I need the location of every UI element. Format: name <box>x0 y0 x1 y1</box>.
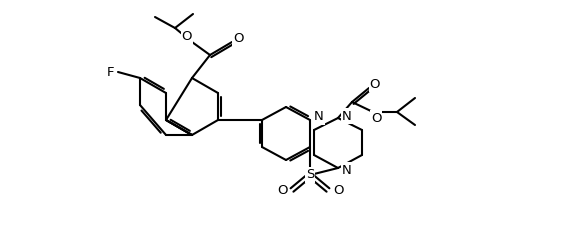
Text: O: O <box>370 78 380 90</box>
Text: O: O <box>233 33 244 46</box>
Text: O: O <box>277 183 287 197</box>
Text: S: S <box>306 169 314 181</box>
Text: N: N <box>342 164 352 176</box>
Text: F: F <box>107 66 115 79</box>
Text: N: N <box>342 110 352 122</box>
Text: O: O <box>182 30 192 44</box>
Text: N: N <box>314 110 324 123</box>
Text: O: O <box>333 183 344 197</box>
Text: O: O <box>371 111 381 124</box>
